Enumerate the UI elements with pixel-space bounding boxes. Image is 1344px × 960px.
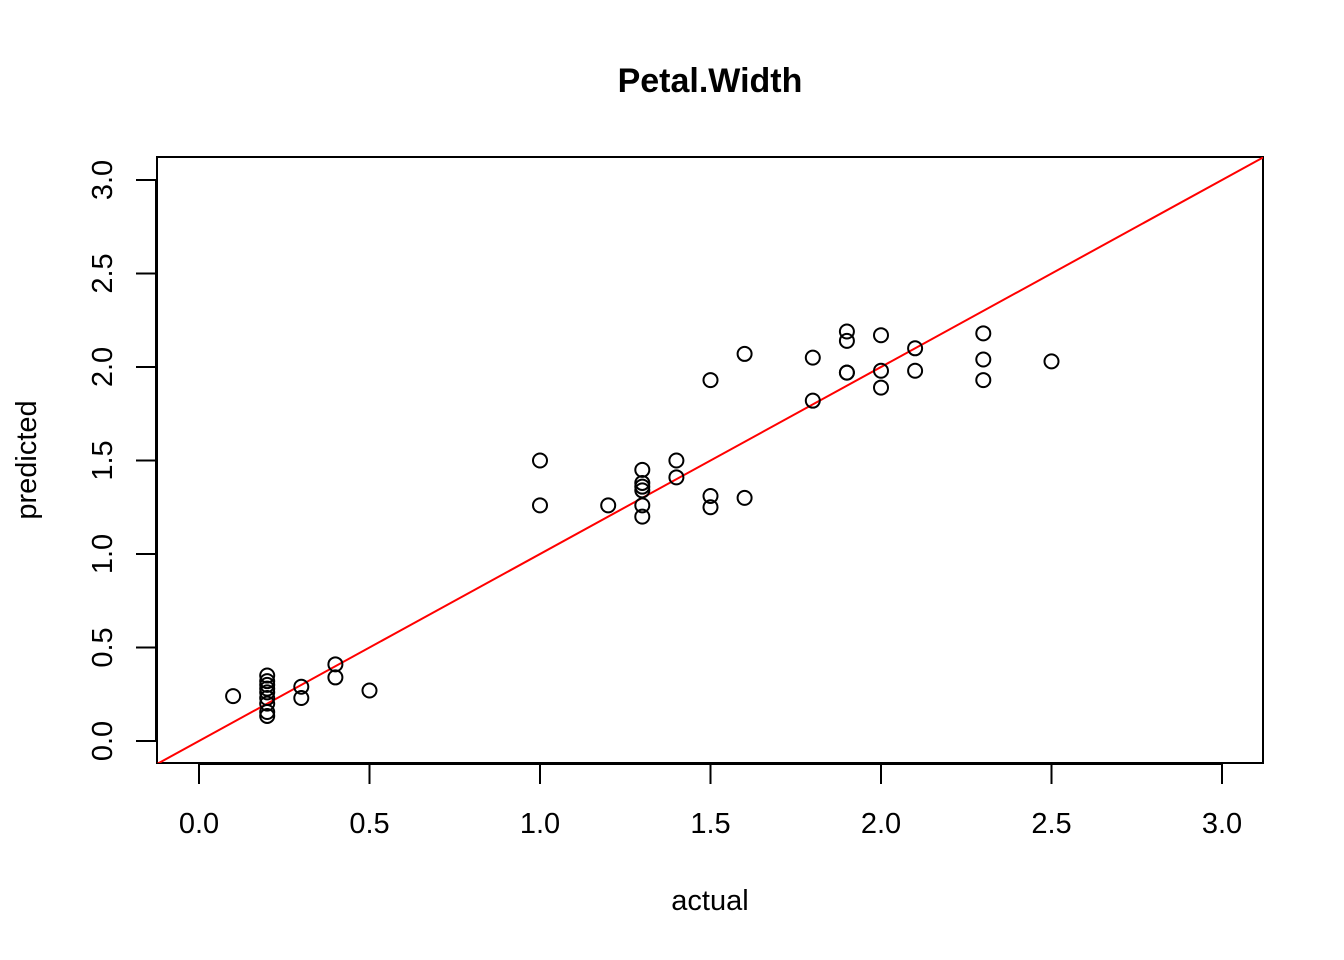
data-point — [873, 362, 889, 379]
data-point — [804, 392, 821, 409]
x-tick-label: 1.5 — [690, 808, 730, 840]
data-point — [736, 345, 753, 362]
x-tick-label: 1.0 — [520, 808, 560, 840]
x-axis-label: actual — [671, 885, 748, 917]
data-point — [361, 682, 378, 699]
data-point — [1043, 353, 1060, 370]
data-point — [873, 327, 889, 344]
chart-title: Petal.Width — [618, 62, 803, 100]
data-point — [259, 707, 276, 724]
data-point — [907, 340, 924, 357]
data-point — [736, 489, 753, 506]
data-point — [259, 695, 276, 712]
y-tick-label: 0.0 — [87, 721, 119, 761]
x-tick-label: 2.5 — [1031, 808, 1071, 840]
x-tick-label: 2.0 — [861, 808, 901, 840]
x-tick-label: 3.0 — [1202, 808, 1242, 840]
data-point — [838, 364, 855, 381]
data-point — [804, 349, 821, 366]
data-point — [532, 452, 548, 469]
data-point — [634, 461, 651, 478]
reference-line — [157, 157, 1263, 763]
data-point — [702, 372, 719, 389]
y-axis: 0.0 0.5 1.0 1.5 2.0 2.5 3.0 — [87, 160, 157, 761]
data-point — [532, 497, 548, 514]
data-point — [259, 704, 276, 721]
x-axis: 0.0 0.5 1.0 1.5 2.0 2.5 3.0 — [179, 763, 1242, 840]
data-point — [259, 684, 276, 701]
y-axis-label: predicted — [11, 400, 43, 519]
y-tick-label: 0.5 — [87, 627, 119, 667]
data-point — [975, 351, 992, 368]
data-point — [293, 678, 310, 695]
data-point — [702, 488, 719, 505]
data-points — [225, 323, 1060, 724]
y-tick-label: 3.0 — [87, 160, 119, 200]
data-point — [668, 452, 685, 469]
data-point — [873, 379, 889, 396]
data-point — [327, 669, 344, 686]
data-point — [634, 497, 651, 514]
x-tick-label: 0.0 — [179, 808, 219, 840]
y-tick-label: 1.5 — [87, 440, 119, 480]
data-point — [702, 499, 719, 516]
data-point — [668, 469, 685, 486]
data-point — [225, 688, 242, 705]
data-point — [634, 508, 651, 525]
data-point — [600, 497, 617, 514]
data-point — [293, 689, 310, 706]
data-point — [907, 362, 924, 379]
y-tick-label: 2.0 — [87, 347, 119, 387]
y-tick-label: 1.0 — [87, 534, 119, 574]
x-tick-label: 0.5 — [349, 808, 389, 840]
data-point — [975, 325, 992, 342]
data-point — [838, 323, 855, 340]
y-tick-label: 2.5 — [87, 253, 119, 293]
data-point — [975, 372, 992, 389]
data-point — [838, 332, 855, 349]
